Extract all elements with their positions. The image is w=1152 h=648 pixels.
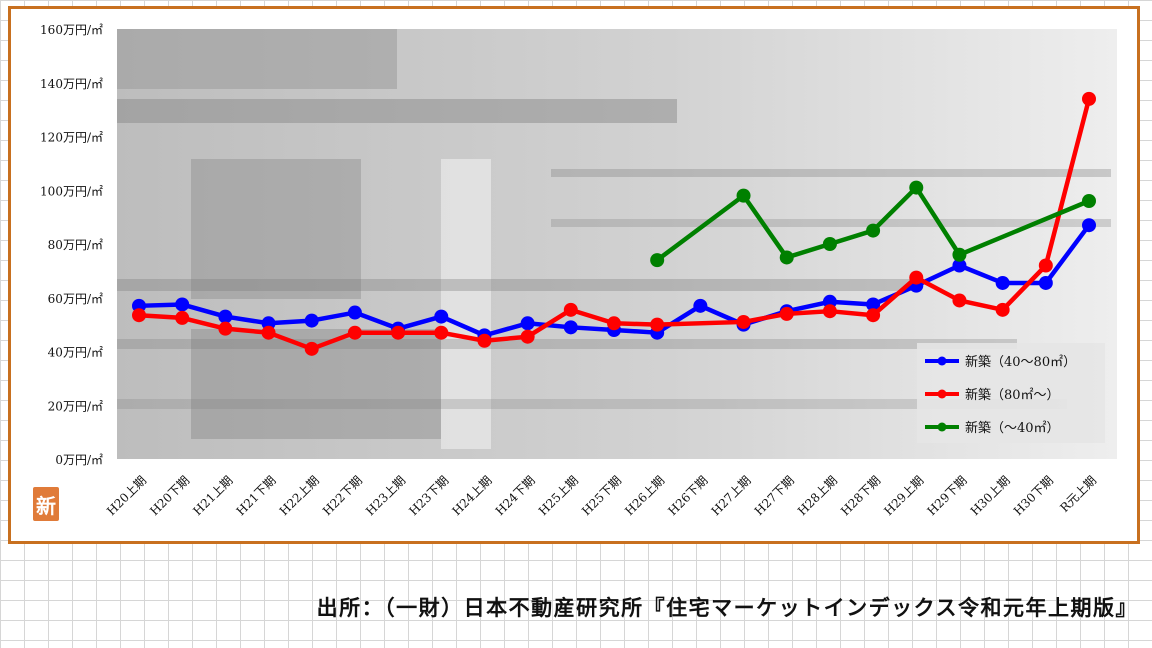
data-point	[1082, 91, 1096, 106]
legend-swatch-marker	[937, 356, 947, 366]
data-point	[218, 321, 233, 336]
x-tick-label: H20上期	[104, 473, 149, 518]
data-point	[563, 320, 578, 335]
data-point	[952, 247, 967, 262]
legend-label: 新築（80㎡～）	[965, 387, 1060, 403]
x-tick-label: H29下期	[924, 473, 969, 518]
data-point	[822, 304, 837, 319]
source-caption: 出所：（一財）日本不動産研究所『住宅マーケットインデックス令和元年上期版』	[316, 596, 1138, 620]
data-point	[520, 329, 535, 344]
x-tick-label: H28下期	[838, 473, 883, 518]
data-point	[218, 309, 233, 324]
x-tick-label: H23上期	[363, 473, 408, 518]
data-point	[304, 313, 319, 328]
x-tick-label: H24上期	[449, 473, 494, 518]
x-tick-label: H29上期	[881, 473, 926, 518]
series-2	[132, 91, 1096, 356]
x-tick-label: H24下期	[493, 473, 538, 518]
legend-swatch-marker	[937, 389, 947, 399]
x-tick-label: H25下期	[579, 473, 624, 518]
data-point	[650, 253, 665, 268]
legend-swatch-marker	[937, 422, 947, 432]
data-point	[175, 297, 190, 312]
data-point	[607, 316, 621, 331]
data-point	[952, 258, 967, 273]
x-tick-label: H30上期	[968, 473, 1013, 518]
x-tick-label: H21上期	[190, 473, 235, 518]
y-tick-label: 0万円/㎡	[55, 453, 103, 467]
x-tick-label: H27下期	[752, 473, 797, 518]
x-tick-label: H23下期	[406, 473, 451, 518]
data-point	[261, 325, 276, 340]
data-point	[909, 270, 924, 285]
data-point	[175, 310, 190, 325]
data-point	[1082, 194, 1096, 208]
data-point	[693, 298, 708, 313]
x-tick-label: H30下期	[1011, 473, 1056, 518]
series-line	[655, 185, 1090, 262]
data-point	[1082, 218, 1096, 233]
y-tick-label: 120万円/㎡	[40, 131, 103, 145]
data-point	[779, 250, 794, 265]
y-tick-label: 160万円/㎡	[40, 23, 103, 37]
data-point	[520, 316, 535, 331]
chart-frame: 0万円/㎡ 20万円/㎡ 40万円/㎡ 60万円/㎡ 80万円/㎡ 100万円/㎡ 120万…	[8, 6, 1140, 544]
data-point	[736, 188, 751, 203]
x-tick-label: H21下期	[234, 473, 279, 518]
x-tick-label: R元上期	[1057, 473, 1099, 515]
y-tick-label: 40万円/㎡	[48, 346, 103, 360]
data-point	[563, 302, 578, 317]
x-tick-label: H28上期	[795, 473, 840, 518]
data-point	[866, 297, 881, 312]
data-point	[391, 325, 406, 340]
x-tick-label: H26下期	[665, 473, 710, 518]
y-tick-label: 20万円/㎡	[48, 399, 103, 413]
x-tick-label: H26上期	[622, 473, 667, 518]
data-point	[650, 317, 665, 332]
x-tick-label: H27上期	[709, 473, 754, 518]
data-point	[822, 237, 837, 251]
data-point	[866, 308, 881, 323]
y-tick-label: 140万円/㎡	[40, 77, 103, 91]
data-point	[866, 223, 881, 238]
data-point	[477, 333, 492, 348]
data-point	[779, 306, 794, 321]
legend-label: 新築（40～80㎡）	[965, 354, 1076, 370]
data-point	[347, 305, 362, 320]
y-tick-label: 100万円/㎡	[40, 184, 103, 198]
data-point	[304, 341, 319, 356]
price-line-chart: 0万円/㎡ 20万円/㎡ 40万円/㎡ 60万円/㎡ 80万円/㎡ 100万円/㎡ 120万…	[40, 23, 1117, 518]
data-point	[736, 314, 751, 329]
data-point	[995, 302, 1010, 317]
series-line	[138, 98, 1092, 352]
data-point	[995, 275, 1010, 290]
legend-label: 新築（～40㎡）	[965, 420, 1060, 436]
y-tick-label: 60万円/㎡	[48, 292, 103, 306]
data-point	[1038, 258, 1053, 273]
y-tick-label: 80万円/㎡	[48, 238, 103, 252]
data-point	[1038, 275, 1053, 290]
data-point	[347, 325, 362, 340]
data-point	[434, 325, 449, 340]
series-3	[650, 180, 1096, 268]
data-point	[434, 309, 449, 324]
x-tick-label: H20下期	[147, 473, 192, 518]
x-tick-label: H22下期	[320, 473, 365, 518]
data-point	[952, 293, 967, 308]
data-point	[132, 308, 146, 323]
data-point	[909, 180, 924, 195]
stamp-logo: 新	[33, 487, 59, 521]
x-tick-label: H22上期	[277, 473, 322, 518]
x-tick-label: H25上期	[536, 473, 581, 518]
